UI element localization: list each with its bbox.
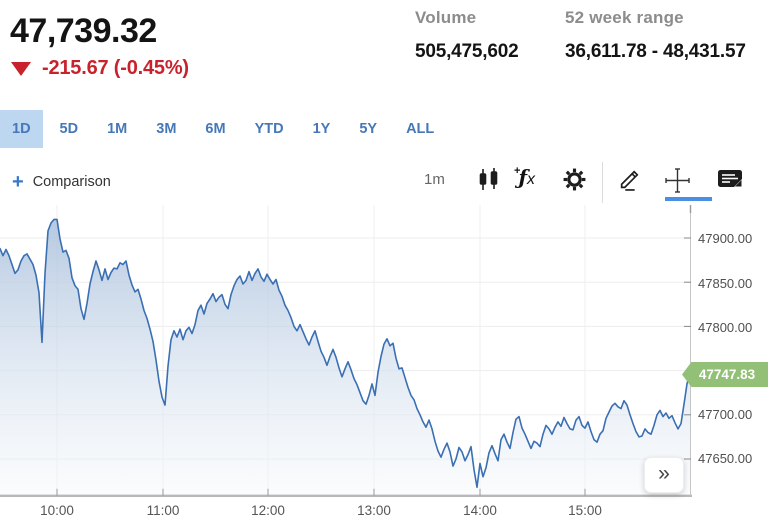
tab-6m[interactable]: 6M [205, 121, 226, 137]
crosshair-icon[interactable] [664, 167, 691, 199]
x-axis-label: 14:00 [463, 503, 497, 518]
plus-icon: + [12, 171, 24, 193]
price-change-text: -215.67 (-0.45%) [42, 57, 189, 79]
tab-1y[interactable]: 1Y [312, 121, 331, 137]
tab-ytd[interactable]: YTD [254, 121, 284, 137]
volume-label: Volume [415, 8, 477, 27]
expand-button[interactable]: » [644, 457, 684, 493]
x-axis-label: 13:00 [357, 503, 391, 518]
price-area [0, 219, 690, 496]
x-axis-label: 11:00 [146, 503, 180, 518]
settings-gear-icon[interactable] [562, 167, 587, 197]
tab-1d[interactable]: 1D [0, 110, 43, 148]
tab-all[interactable]: ALL [406, 121, 435, 137]
quote-price: 47,739.32 [10, 12, 157, 50]
comparison-label: Comparison [32, 174, 111, 190]
tab-3m[interactable]: 3M [156, 121, 177, 137]
toolbar-divider [602, 162, 603, 203]
price-line [0, 218, 691, 489]
chevron-double-right-icon: » [658, 462, 670, 485]
candlestick-chart-icon[interactable] [477, 167, 501, 197]
price-change: -215.67 (-0.45%) [11, 57, 189, 80]
down-triangle-icon [11, 61, 31, 76]
tab-5d[interactable]: 5D [59, 121, 79, 137]
price-chart[interactable] [0, 205, 692, 497]
week-range-value: 36,611.78 - 48,431.57 [565, 41, 746, 62]
week-range-stat: 52 week range 36,611.78 - 48,431.57 [565, 8, 746, 63]
last-price-badge: 47747.83 [682, 362, 768, 387]
x-axis-label: 12:00 [251, 503, 285, 518]
active-tool-underline [665, 197, 712, 201]
volume-value: 505,475,602 [415, 41, 519, 62]
draw-pencil-icon[interactable] [618, 166, 643, 196]
y-axis-label: 47700.00 [698, 407, 753, 422]
x-axis-label: 10:00 [40, 503, 74, 518]
x-axis-label: 15:00 [568, 503, 602, 518]
comparison-button[interactable]: + Comparison [12, 171, 111, 193]
tab-5y[interactable]: 5Y [359, 121, 378, 137]
y-axis-label: 47800.00 [698, 320, 753, 335]
y-axis-label: 47650.00 [698, 451, 753, 466]
volume-stat: Volume 505,475,602 [415, 8, 519, 63]
indicators-fx-icon[interactable]: +ƒx [514, 165, 536, 189]
time-range-tabs: 1D 5D 1M 3M 6M YTD 1Y 5Y ALL [0, 110, 451, 148]
annotations-icon[interactable] [717, 169, 744, 196]
interval-selector[interactable]: 1m [424, 171, 445, 188]
chart-axes [0, 205, 692, 497]
y-axis-label: 47850.00 [698, 276, 753, 291]
tab-1m[interactable]: 1M [107, 121, 128, 137]
y-axis-label: 47900.00 [698, 231, 753, 246]
week-range-label: 52 week range [565, 8, 684, 27]
